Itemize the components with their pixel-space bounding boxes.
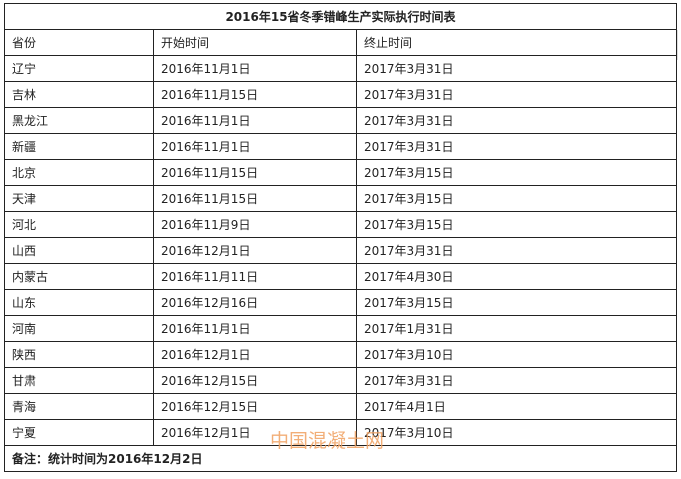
header-end: 终止时间 [355,29,678,56]
header-province: 省份 [4,29,154,56]
cell-start-date: 2016年11月1日 [153,55,357,82]
table-row: 新疆 2016年11月1日 2017年3月31日 [4,133,678,160]
cell-start-date: 2016年12月16日 [153,289,357,316]
table-row: 河北 2016年11月9日 2017年3月15日 [4,211,678,238]
table-row: 河南 2016年11月1日 2017年1月31日 [4,315,678,342]
cell-end-date: 2017年3月15日 [355,185,678,212]
table-row: 内蒙古 2016年11月11日 2017年4月30日 [4,263,678,290]
cell-start-date: 2016年12月1日 [153,419,357,446]
cell-province: 山东 [4,289,154,316]
cell-province: 辽宁 [4,55,154,82]
cell-end-date: 2017年3月31日 [355,55,678,82]
cell-province: 吉林 [4,81,154,108]
cell-end-date: 2017年3月31日 [355,107,678,134]
table-row: 北京 2016年11月15日 2017年3月15日 [4,159,678,186]
cell-end-date: 2017年3月31日 [355,367,678,394]
cell-province: 黑龙江 [4,107,154,134]
cell-start-date: 2016年11月15日 [153,81,357,108]
cell-province: 河南 [4,315,154,342]
cell-province: 河北 [4,211,154,238]
cell-start-date: 2016年12月15日 [153,393,357,420]
cell-province: 陕西 [4,341,154,368]
cell-province: 新疆 [4,133,154,160]
cell-end-date: 2017年1月31日 [355,315,678,342]
cell-end-date: 2017年4月1日 [355,393,678,420]
table-row: 天津 2016年11月15日 2017年3月15日 [4,185,678,212]
table-row: 甘肃 2016年12月15日 2017年3月31日 [4,367,678,394]
cell-end-date: 2017年3月10日 [355,419,678,446]
cell-province: 青海 [4,393,154,420]
table-row: 陕西 2016年12月1日 2017年3月10日 [4,341,678,368]
cell-end-date: 2017年3月15日 [355,211,678,238]
cell-end-date: 2017年3月31日 [355,81,678,108]
cell-start-date: 2016年11月15日 [153,159,357,186]
cell-start-date: 2016年11月9日 [153,211,357,238]
cell-end-date: 2017年3月31日 [355,237,678,264]
cell-province: 北京 [4,159,154,186]
cell-start-date: 2016年11月11日 [153,263,357,290]
table-row: 山东 2016年12月16日 2017年3月15日 [4,289,678,316]
cell-start-date: 2016年12月1日 [153,237,357,264]
cell-province: 山西 [4,237,154,264]
table-row: 辽宁 2016年11月1日 2017年3月31日 [4,55,678,82]
table-note: 备注：统计时间为2016年12月2日 [3,445,678,472]
page-edge-divider [677,30,681,60]
cell-end-date: 2017年3月15日 [355,159,678,186]
schedule-table: 2016年15省冬季错峰生产实际执行时间表 省份 开始时间 终止时间 辽宁 201… [3,3,678,472]
cell-start-date: 2016年12月15日 [153,367,357,394]
cell-province: 宁夏 [4,419,154,446]
table-row: 青海 2016年12月15日 2017年4月1日 [4,393,678,420]
header-row: 省份 开始时间 终止时间 [4,29,678,56]
note-row: 备注：统计时间为2016年12月2日 [3,445,678,472]
table-row: 山西 2016年12月1日 2017年3月31日 [4,237,678,264]
cell-start-date: 2016年12月1日 [153,341,357,368]
header-start: 开始时间 [153,29,357,56]
cell-end-date: 2017年3月15日 [355,289,678,316]
cell-start-date: 2016年11月1日 [153,133,357,160]
cell-end-date: 2017年3月31日 [355,133,678,160]
cell-start-date: 2016年11月1日 [153,107,357,134]
cell-province: 甘肃 [4,367,154,394]
cell-province: 内蒙古 [4,263,154,290]
cell-start-date: 2016年11月1日 [153,315,357,342]
cell-end-date: 2017年4月30日 [355,263,678,290]
title-row: 2016年15省冬季错峰生产实际执行时间表 [3,3,678,30]
cell-end-date: 2017年3月10日 [355,341,678,368]
cell-province: 天津 [4,185,154,212]
table-title: 2016年15省冬季错峰生产实际执行时间表 [3,3,678,30]
table-row: 吉林 2016年11月15日 2017年3月31日 [4,81,678,108]
watermark: 中国混凝土网 [270,430,385,452]
table-row: 黑龙江 2016年11月1日 2017年3月31日 [4,107,678,134]
cell-start-date: 2016年11月15日 [153,185,357,212]
